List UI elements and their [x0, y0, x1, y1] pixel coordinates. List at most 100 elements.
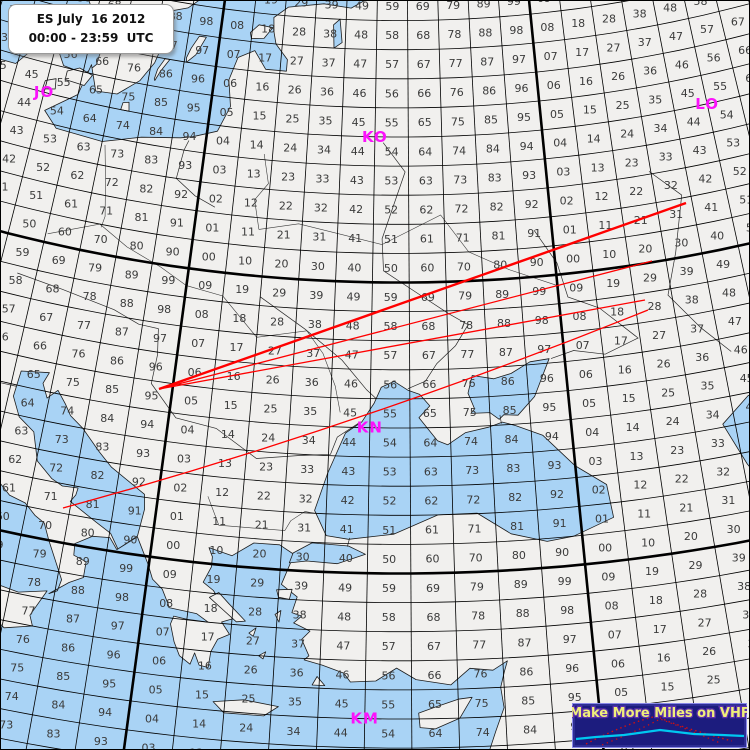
grid-square-number: 85: [484, 114, 498, 127]
grid-square-number: 82: [91, 469, 105, 482]
grid-square-number: 98: [199, 15, 213, 28]
grid-parallel: [165, 0, 635, 21]
grid-square-number: 94: [140, 418, 154, 431]
grid-square-number: 16: [227, 370, 241, 383]
grid-square-number: 77: [22, 605, 36, 618]
border-bulgaria-turkey-border: [207, 496, 315, 531]
grid-parallel: [0, 619, 750, 662]
grid-square-number: 30: [674, 237, 688, 250]
grid-square-number: 29: [272, 287, 286, 300]
grid-square-number: 01: [205, 221, 219, 234]
grid-square-number: 02: [592, 484, 606, 497]
grid-square-number: 93: [522, 169, 536, 182]
grid-square-number: 56: [707, 52, 721, 65]
grid-square-number: 26: [288, 83, 302, 96]
grid-square-number: 86: [519, 665, 533, 678]
grid-square-number: 26: [702, 645, 716, 658]
grid-square-number: 12: [244, 196, 258, 209]
grid-square-number: 35: [303, 405, 317, 418]
grid-square-number: 23: [625, 156, 639, 169]
grid-square-number: 68: [427, 611, 441, 624]
river-volga: [648, 171, 732, 352]
grid-square-number: 49: [355, 0, 369, 13]
grid-square-number: 42: [2, 152, 16, 165]
map-title-time-range: 00:00 - 23:59 UTC: [28, 31, 154, 45]
grid-parallel: [0, 648, 750, 691]
grid-square-number: 87: [480, 56, 494, 69]
grid-square-number: 74: [452, 144, 466, 157]
grid-square-number: 33: [316, 173, 330, 186]
grid-square-number: 40: [347, 261, 361, 274]
grid-square-number: 00: [566, 252, 580, 265]
grid-square-number: 61: [64, 197, 78, 210]
grid-meridian: [498, 0, 556, 750]
grid-square-number: 84: [100, 412, 114, 425]
grid-square-number: 99: [119, 562, 133, 575]
field-label-jo: JO: [33, 83, 54, 101]
grid-square-number: 36: [305, 376, 319, 389]
grid-square-number: 25: [286, 112, 300, 125]
grid-square-number: 11: [637, 508, 651, 521]
grid-parallel: [0, 350, 750, 400]
grid-meridian-bold: [527, 0, 605, 750]
grid-square-number: 06: [579, 368, 593, 381]
grid-square-number: 94: [98, 706, 112, 719]
grid-square-number: 66: [428, 669, 442, 682]
grid-square-number: 94: [545, 430, 559, 443]
grid-square-number: 01: [170, 510, 184, 523]
grid-square-number: 42: [698, 173, 712, 186]
grid-square-number: 31: [721, 494, 735, 507]
island-rhodes: [311, 676, 326, 686]
grid-square-number: 17: [653, 623, 667, 636]
grid-square-number: 47: [669, 30, 683, 43]
grid-square-number: 14: [192, 718, 206, 731]
logo-banner[interactable]: Make More Miles on VHF: [568, 703, 750, 748]
grid-square-number: 39: [732, 551, 746, 564]
grid-square-number: 95: [187, 101, 201, 114]
grid-square-number: 31: [312, 231, 326, 244]
grid-meridian: [0, 0, 36, 127]
grid-square-number: 79: [33, 547, 47, 560]
grid-square-number: 85: [105, 383, 119, 396]
grid-square-number: 36: [695, 351, 709, 364]
grid-square-number: 13: [591, 161, 605, 174]
grid-square-number: 69: [52, 254, 66, 267]
grid-square-number: 08: [573, 310, 587, 323]
grid-square-number: 15: [583, 104, 597, 117]
grid-square-number: 57: [382, 640, 396, 653]
grid-square-number: 57: [383, 349, 397, 362]
grid-square-number: 77: [449, 57, 463, 70]
grid-parallel: [0, 380, 750, 429]
grid-square-number: 33: [711, 437, 725, 450]
grid-square-number: 85: [521, 694, 535, 707]
grid-square-number: 84: [149, 125, 163, 138]
grid-square-number: 61: [2, 482, 16, 495]
grid-square-number: 03: [142, 741, 156, 750]
grid-square-number: 54: [381, 728, 395, 741]
river-dniester: [259, 296, 377, 399]
grid-square-number: 29: [250, 577, 264, 590]
grid-square-number: 73: [0, 719, 13, 732]
grid-square-number: 67: [417, 58, 431, 71]
grid-square-number: 34: [287, 725, 301, 738]
grid-square-number: 23: [670, 444, 684, 457]
island-andros: [248, 627, 257, 637]
grid-square-number: 67: [39, 311, 53, 324]
field-label-lo: LO: [695, 95, 719, 113]
grid-square-number: 96: [107, 649, 121, 662]
island-gotland: [186, 35, 207, 63]
grid-square-number: 50: [746, 222, 750, 235]
grid-parallel: [0, 200, 750, 254]
grid-square-number: 68: [421, 320, 435, 333]
grid-square-number: 69: [426, 582, 440, 595]
grid-square-number: 38: [293, 609, 307, 622]
grid-square-number: 09: [163, 568, 177, 581]
grid-square-number: 65: [418, 116, 432, 129]
grid-square-number: 30: [296, 550, 310, 563]
grid-square-number: 56: [0, 331, 9, 344]
grid-square-number: 65: [27, 368, 41, 381]
grid-square-number: 01: [595, 513, 609, 526]
grid-square-number: 27: [607, 41, 621, 54]
grid-parallel: [0, 708, 750, 749]
grid-square-number: 62: [8, 453, 22, 466]
